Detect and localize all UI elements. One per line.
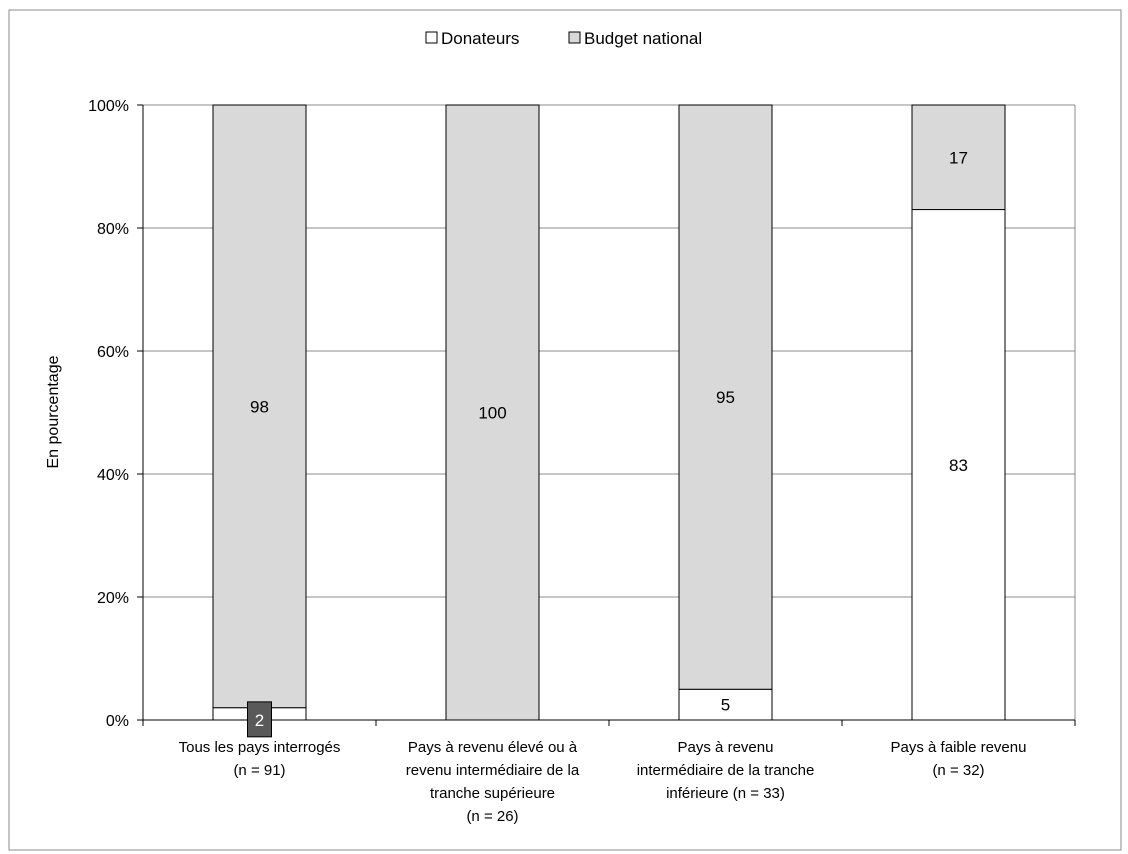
data-label-2-1: 95 (716, 388, 735, 407)
data-label-0-1: 98 (250, 397, 269, 416)
data-label-box-0-0 (247, 701, 272, 738)
x-category-labels: Tous les pays interrogés (n = 91) Pays à r… (179, 739, 1027, 825)
legend-swatch-1 (568, 31, 581, 44)
legend-label-1: Budget national (584, 29, 702, 48)
bars (212, 104, 1006, 721)
bar-2-series-1 (678, 104, 773, 690)
y-tick-label-5: 100% (88, 98, 129, 115)
data-label-3-0: 83 (949, 456, 968, 475)
legend: Donateurs Budget national (425, 29, 702, 48)
x-category-label-2: Pays à revenu intermédiaire de la tranche… (637, 739, 815, 802)
bar-3-series-1 (911, 104, 1006, 211)
y-axis-title: En pourcentage (45, 355, 62, 468)
y-tick-label-1: 20% (97, 590, 129, 607)
data-label-0-0: 2 (255, 711, 264, 730)
bar-2-series-0 (678, 688, 773, 721)
x-category-label-3: Pays à faible revenu (n = 32) (891, 739, 1027, 779)
data-label-2-0: 5 (721, 696, 730, 715)
y-tick-label-3: 60% (97, 344, 129, 361)
y-tick-label-2: 40% (97, 467, 129, 484)
data-labels: 2 98 100 5 95 83 17 (247, 148, 968, 738)
y-tick-label-4: 80% (97, 221, 129, 238)
bar-1-series-1 (445, 104, 540, 721)
x-category-label-0: Tous les pays interrogés (n = 91) (179, 739, 341, 779)
data-label-3-1: 17 (949, 148, 968, 167)
bar-0-series-1 (212, 104, 307, 709)
legend-swatch-0 (425, 31, 438, 44)
bar-3-series-0 (911, 209, 1006, 721)
y-tick-labels: 0% 20% 40% 60% 80% 100% (88, 98, 129, 730)
axes (137, 104, 1076, 726)
legend-label-0: Donateurs (441, 29, 519, 48)
x-category-label-1: Pays à revenu élevé ou à revenu intermédi… (406, 739, 580, 825)
data-label-1-1: 100 (478, 404, 506, 423)
y-tick-label-0: 0% (106, 713, 129, 730)
